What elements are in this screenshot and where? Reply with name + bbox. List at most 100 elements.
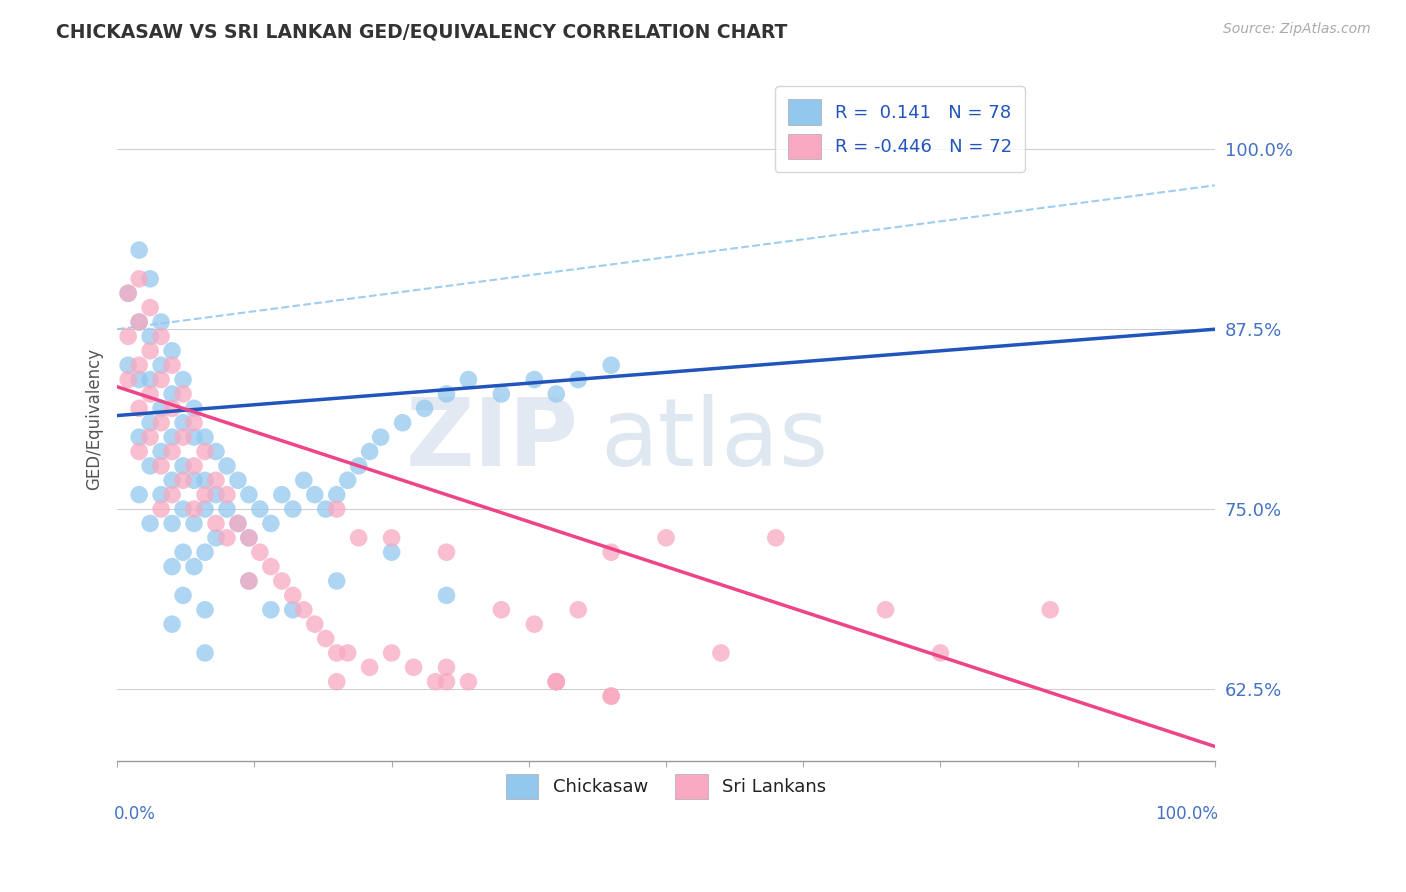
Point <box>546 674 568 689</box>
Point <box>315 632 337 646</box>
Point <box>546 674 568 689</box>
Point <box>117 286 139 301</box>
Text: 100.0%: 100.0% <box>1156 805 1218 823</box>
Point <box>150 329 173 343</box>
Point <box>183 502 205 516</box>
Point <box>370 430 392 444</box>
Point <box>600 689 623 703</box>
Point <box>128 358 150 372</box>
Point <box>150 502 173 516</box>
Point <box>215 502 238 516</box>
Point <box>194 473 217 487</box>
Point <box>325 646 347 660</box>
Text: 0.0%: 0.0% <box>114 805 156 823</box>
Point <box>875 603 897 617</box>
Point <box>381 646 404 660</box>
Point <box>150 458 173 473</box>
Point <box>205 444 228 458</box>
Point <box>150 488 173 502</box>
Point <box>205 473 228 487</box>
Point <box>260 516 283 531</box>
Y-axis label: GED/Equivalency: GED/Equivalency <box>86 348 103 491</box>
Point <box>128 430 150 444</box>
Point <box>128 243 150 257</box>
Point <box>347 458 370 473</box>
Point <box>655 531 678 545</box>
Point <box>402 660 425 674</box>
Point <box>226 516 249 531</box>
Point <box>546 387 568 401</box>
Point <box>249 502 271 516</box>
Point <box>139 416 162 430</box>
Point <box>325 574 347 588</box>
Point <box>150 444 173 458</box>
Point <box>160 444 183 458</box>
Point <box>139 387 162 401</box>
Point <box>436 674 458 689</box>
Point <box>315 502 337 516</box>
Point <box>325 502 347 516</box>
Point <box>546 674 568 689</box>
Point <box>391 416 413 430</box>
Point <box>457 373 479 387</box>
Point <box>183 430 205 444</box>
Point <box>205 531 228 545</box>
Point <box>381 531 404 545</box>
Point <box>238 531 260 545</box>
Point <box>260 603 283 617</box>
Point <box>183 401 205 416</box>
Point <box>226 473 249 487</box>
Point <box>436 588 458 602</box>
Point <box>238 574 260 588</box>
Point <box>347 531 370 545</box>
Text: Source: ZipAtlas.com: Source: ZipAtlas.com <box>1223 22 1371 37</box>
Point <box>139 329 162 343</box>
Point <box>172 545 194 559</box>
Point <box>425 674 447 689</box>
Point <box>1039 603 1062 617</box>
Point <box>205 516 228 531</box>
Point <box>336 473 359 487</box>
Point <box>150 401 173 416</box>
Point <box>359 444 381 458</box>
Point <box>194 646 217 660</box>
Point <box>172 416 194 430</box>
Point <box>600 545 623 559</box>
Point <box>128 315 150 329</box>
Point <box>150 358 173 372</box>
Point <box>117 358 139 372</box>
Point <box>150 315 173 329</box>
Point <box>304 617 326 632</box>
Point <box>139 343 162 358</box>
Point <box>215 531 238 545</box>
Point <box>128 488 150 502</box>
Point <box>160 387 183 401</box>
Point <box>128 373 150 387</box>
Point <box>139 516 162 531</box>
Point <box>128 315 150 329</box>
Point <box>491 387 513 401</box>
Point <box>160 343 183 358</box>
Point <box>270 488 292 502</box>
Point <box>194 488 217 502</box>
Point <box>325 674 347 689</box>
Point <box>238 531 260 545</box>
Point <box>710 646 733 660</box>
Point <box>491 603 513 617</box>
Point <box>205 488 228 502</box>
Point <box>183 473 205 487</box>
Point <box>929 646 952 660</box>
Point <box>139 458 162 473</box>
Point <box>160 473 183 487</box>
Point <box>194 603 217 617</box>
Point <box>238 488 260 502</box>
Point <box>160 516 183 531</box>
Point <box>215 458 238 473</box>
Point <box>172 373 194 387</box>
Point <box>172 502 194 516</box>
Point <box>381 545 404 559</box>
Point <box>359 660 381 674</box>
Point <box>160 358 183 372</box>
Point <box>215 488 238 502</box>
Text: atlas: atlas <box>600 393 828 485</box>
